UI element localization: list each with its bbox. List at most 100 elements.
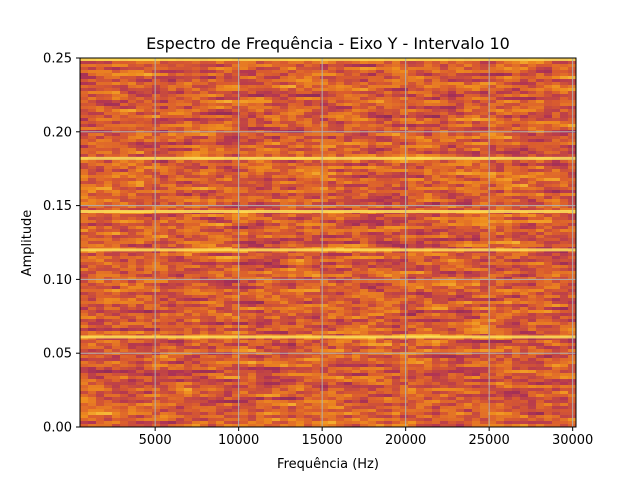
heatmap-cell	[200, 82, 209, 86]
heatmap-cell	[192, 112, 201, 116]
heatmap-cell	[376, 217, 385, 221]
heatmap-cell	[280, 127, 289, 131]
heatmap-cell	[472, 265, 481, 269]
heatmap-cell	[296, 238, 305, 242]
heatmap-cell	[496, 196, 505, 200]
heatmap-cell	[384, 139, 393, 143]
heatmap-cell	[328, 160, 337, 164]
heatmap-cell	[472, 160, 481, 164]
heatmap-cell	[480, 214, 489, 218]
heatmap-cell	[440, 220, 449, 224]
heatmap-cell	[312, 184, 321, 188]
heatmap-cell	[528, 172, 537, 176]
heatmap-cell	[152, 148, 161, 152]
heatmap-cell	[280, 229, 289, 233]
heatmap-cell	[200, 256, 209, 260]
heatmap-cell	[536, 295, 545, 299]
heatmap-cell	[264, 235, 273, 239]
heatmap-cell	[200, 298, 209, 302]
heatmap-cell	[544, 91, 553, 95]
heatmap-cell	[80, 187, 89, 191]
heatmap-cell	[104, 154, 113, 158]
heatmap-cell	[232, 277, 241, 281]
heatmap-cell	[256, 235, 265, 239]
heatmap-cell	[192, 124, 201, 128]
heatmap-cell	[120, 67, 129, 71]
heatmap-cell	[400, 97, 409, 101]
heatmap-cell	[272, 205, 281, 209]
heatmap-cell	[320, 106, 329, 110]
heatmap-cell	[384, 79, 393, 83]
heatmap-cell	[80, 271, 89, 275]
heatmap-cell	[272, 184, 281, 188]
heatmap-cell	[512, 262, 521, 266]
heatmap-cell	[504, 241, 513, 245]
heatmap-cell	[312, 187, 321, 191]
heatmap-cell	[416, 160, 425, 164]
heatmap-cell	[440, 61, 449, 65]
heatmap-cell	[504, 187, 513, 191]
heatmap-cell	[504, 169, 513, 173]
heatmap-cell	[200, 286, 209, 290]
heatmap-cell	[336, 241, 345, 245]
heatmap-cell	[432, 103, 441, 107]
heatmap-cell	[448, 91, 457, 95]
heatmap-cell	[352, 79, 361, 83]
heatmap-cell	[360, 283, 369, 287]
heatmap-cell	[472, 268, 481, 272]
heatmap-cell	[520, 229, 529, 233]
heatmap-cell	[312, 193, 321, 197]
heatmap-cell	[152, 139, 161, 143]
heatmap-cell	[288, 274, 297, 278]
heatmap-cell	[536, 136, 545, 140]
heatmap-cell	[152, 292, 161, 296]
heatmap-cell	[96, 241, 105, 245]
heatmap-cell	[328, 280, 337, 284]
heatmap-cell	[456, 109, 465, 113]
heatmap-cell	[416, 145, 425, 149]
heatmap-cell	[328, 184, 337, 188]
heatmap-cell	[352, 271, 361, 275]
heatmap-cell	[136, 127, 145, 131]
heatmap-cell	[416, 253, 425, 257]
heatmap-cell	[392, 76, 401, 80]
heatmap-cell	[408, 190, 417, 194]
heatmap-cell	[248, 88, 257, 92]
heatmap-cell	[424, 67, 433, 71]
heatmap-cell	[496, 91, 505, 95]
heatmap-cell	[280, 175, 289, 179]
heatmap-cell	[552, 238, 561, 242]
heatmap-cell	[80, 70, 89, 74]
heatmap-cell	[488, 124, 497, 128]
heatmap-cell	[400, 268, 409, 272]
heatmap-cell	[488, 85, 497, 89]
heatmap-cell	[176, 91, 185, 95]
heatmap-cell	[328, 139, 337, 143]
heatmap-cell	[288, 229, 297, 233]
heatmap-cell	[544, 100, 553, 104]
heatmap-cell	[560, 94, 569, 98]
heatmap-cell	[128, 202, 137, 206]
heatmap-cell	[272, 295, 281, 299]
heatmap-cell	[432, 88, 441, 92]
heatmap-cell	[136, 205, 145, 209]
heatmap-cell	[408, 238, 417, 242]
heatmap-cell	[408, 124, 417, 128]
heatmap-cell	[392, 196, 401, 200]
heatmap-cell	[280, 199, 289, 203]
heatmap-cell	[512, 220, 521, 224]
heatmap-cell	[440, 286, 449, 290]
heatmap-cell	[368, 181, 377, 185]
heatmap-cell	[176, 295, 185, 299]
heatmap-cell	[328, 199, 337, 203]
heatmap-cell	[376, 202, 385, 206]
heatmap-cell	[96, 64, 105, 68]
heatmap-cell	[88, 220, 97, 224]
heatmap-cell	[160, 262, 169, 266]
heatmap-cell	[152, 217, 161, 221]
heatmap-cell	[224, 163, 233, 167]
heatmap-cell	[416, 91, 425, 95]
heatmap-cell	[232, 226, 241, 230]
heatmap-cell	[216, 232, 225, 236]
heatmap-cell	[536, 205, 545, 209]
